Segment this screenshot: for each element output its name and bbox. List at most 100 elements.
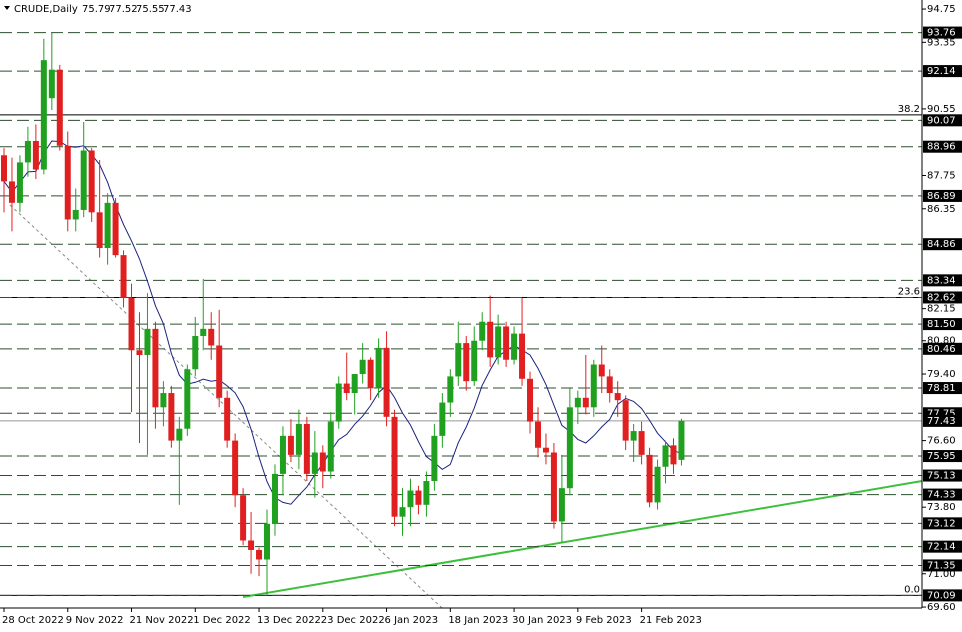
candle-body bbox=[256, 549, 263, 560]
candle-body bbox=[582, 397, 589, 408]
candle-body bbox=[335, 383, 342, 422]
x-tick-label: 9 Nov 2022 bbox=[66, 615, 124, 626]
candle-body bbox=[439, 402, 446, 436]
candle-body bbox=[271, 473, 278, 524]
level-label: 88.96 bbox=[927, 142, 956, 153]
level-label: 75.13 bbox=[927, 471, 956, 482]
candle-body bbox=[511, 333, 518, 360]
candle-body bbox=[678, 420, 685, 460]
level-box bbox=[923, 291, 962, 304]
level-box bbox=[923, 114, 962, 127]
level-label: 86.89 bbox=[927, 191, 956, 202]
candle-body bbox=[295, 423, 302, 455]
candle-body bbox=[654, 466, 661, 503]
level-label: 93.76 bbox=[927, 28, 956, 39]
x-tick-label: 6 Jan 2023 bbox=[385, 615, 439, 626]
candle-body bbox=[287, 435, 294, 455]
candle-body bbox=[375, 347, 382, 389]
level-label: 70.09 bbox=[927, 590, 956, 601]
y-tick-label: 71.00 bbox=[927, 569, 956, 580]
y-tick-label: 93.35 bbox=[927, 37, 956, 48]
level-label: 83.34 bbox=[927, 275, 956, 286]
candle-body bbox=[391, 416, 398, 517]
x-tick-label: 21 Nov 2022 bbox=[130, 615, 194, 626]
candle-body bbox=[367, 359, 374, 389]
ohlc-low: 75.55 bbox=[136, 4, 165, 15]
level-box bbox=[923, 318, 962, 331]
candle-body bbox=[144, 328, 151, 356]
candle-body bbox=[447, 376, 454, 403]
y-tick-label: 80.80 bbox=[927, 336, 956, 347]
candle-body bbox=[383, 347, 390, 417]
candle-body bbox=[32, 141, 39, 170]
trend-line bbox=[242, 480, 923, 598]
candle-body bbox=[152, 328, 159, 408]
candle-body bbox=[168, 393, 175, 441]
candle-body bbox=[208, 328, 215, 346]
candle-body bbox=[590, 364, 597, 408]
candle-body bbox=[303, 423, 310, 474]
y-tick-label: 87.75 bbox=[927, 170, 956, 181]
candle-body bbox=[136, 350, 143, 356]
candle-body bbox=[200, 328, 207, 336]
level-label: 90.07 bbox=[927, 115, 956, 126]
level-label: 82.62 bbox=[927, 292, 956, 303]
y-tick-label: 82.15 bbox=[927, 304, 956, 315]
candle-body bbox=[232, 440, 239, 496]
level-box bbox=[923, 469, 962, 482]
candle-body bbox=[670, 445, 677, 465]
candle-body bbox=[455, 343, 462, 377]
candle-body bbox=[64, 145, 71, 220]
level-label: 71.35 bbox=[927, 560, 956, 571]
y-tick-label: 94.75 bbox=[927, 4, 956, 15]
candle-body bbox=[542, 447, 549, 453]
candle-body bbox=[112, 202, 119, 256]
level-label: 80.46 bbox=[927, 344, 956, 355]
candle-body bbox=[80, 150, 87, 210]
candle-body bbox=[423, 481, 430, 505]
level-box bbox=[923, 274, 962, 287]
candle-body bbox=[240, 495, 247, 541]
candle-body bbox=[463, 343, 470, 382]
candle-body bbox=[128, 297, 135, 351]
candle-body bbox=[343, 383, 350, 394]
candle-body bbox=[192, 335, 199, 370]
symbol: CRUDE,Daily bbox=[14, 4, 78, 15]
candle-body bbox=[622, 400, 629, 441]
level-box bbox=[923, 342, 962, 355]
candle-body bbox=[319, 452, 326, 472]
candle-body bbox=[574, 397, 581, 408]
level-box bbox=[923, 589, 962, 602]
candle-body bbox=[16, 162, 23, 203]
level-box bbox=[923, 65, 962, 78]
x-tick-label: 28 Oct 2022 bbox=[2, 615, 64, 626]
candle-body bbox=[48, 69, 55, 99]
candle-body bbox=[311, 452, 318, 474]
level-box bbox=[923, 26, 962, 39]
candle-body bbox=[72, 209, 79, 220]
level-label: 78.81 bbox=[927, 383, 956, 394]
candle-body bbox=[519, 333, 526, 379]
y-tick-label: 79.40 bbox=[927, 369, 956, 380]
level-box bbox=[923, 382, 962, 395]
level-box bbox=[923, 559, 962, 572]
x-tick-label: 21 Feb 2023 bbox=[640, 615, 702, 626]
candle-body bbox=[104, 202, 111, 249]
candle-body bbox=[527, 378, 534, 422]
x-tick-label: 18 Jan 2023 bbox=[448, 615, 508, 626]
level-label: 74.33 bbox=[927, 490, 956, 501]
y-tick-label: 69.60 bbox=[927, 602, 956, 613]
candle-body bbox=[184, 369, 191, 429]
ohlc-high: 77.52 bbox=[109, 4, 138, 15]
candle-body bbox=[487, 321, 494, 358]
candle-body bbox=[248, 540, 255, 550]
candle-body bbox=[638, 431, 645, 455]
ohlc-close: 77.43 bbox=[163, 4, 192, 15]
candle-body bbox=[351, 374, 358, 394]
candle-body bbox=[120, 255, 127, 298]
y-tick-label: 76.60 bbox=[927, 436, 956, 447]
level-label: 92.14 bbox=[927, 66, 956, 77]
ohlc-open: 75.79 bbox=[82, 4, 111, 15]
